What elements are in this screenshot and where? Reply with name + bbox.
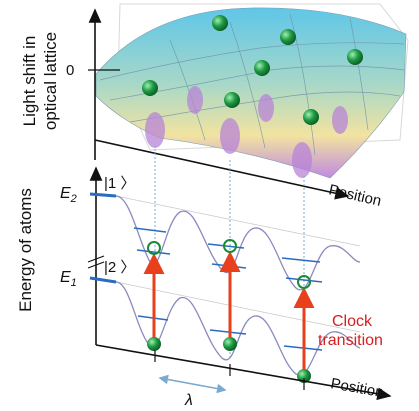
- lambda-label: λ: [184, 392, 193, 409]
- e2-label: E2: [60, 185, 77, 205]
- atom: [280, 29, 296, 45]
- top-position-label: Position: [327, 181, 383, 210]
- atom: [142, 80, 158, 96]
- clock-transition-arrows: [143, 251, 315, 372]
- clock-label-line2: transition: [318, 332, 383, 349]
- bottom-position-label: Position: [329, 375, 385, 401]
- clock-label-line1: Clock: [332, 313, 373, 330]
- atom: [303, 109, 319, 125]
- excited-atom: [223, 239, 237, 253]
- atom: [212, 15, 228, 31]
- excited-atoms: [147, 239, 311, 289]
- bottom-ticks: [154, 350, 305, 390]
- ket-2-label: |2 〉: [104, 259, 135, 276]
- axis-break: [87, 255, 105, 269]
- e2-level-marker: [89, 192, 117, 198]
- atom: [224, 92, 240, 108]
- bottom-x-axis: [95, 344, 392, 401]
- zero-label: 0: [66, 62, 74, 79]
- top-x-axis: [94, 139, 350, 200]
- ground-atom: [297, 369, 311, 383]
- lambda-arrow: [158, 374, 227, 394]
- optical-lattice-surface: [95, 7, 407, 179]
- ground-atom: [147, 337, 161, 351]
- atom: [254, 60, 270, 76]
- e1-label: E1: [60, 269, 77, 289]
- excited-atom: [297, 275, 311, 289]
- lattice-atoms: [142, 15, 363, 125]
- e1-level-marker: [89, 276, 117, 284]
- atom: [347, 49, 363, 65]
- ket-1-label: |1 〉: [104, 175, 135, 192]
- ground-atoms: [147, 337, 311, 383]
- excited-atom: [147, 241, 161, 255]
- ground-atom: [223, 337, 237, 351]
